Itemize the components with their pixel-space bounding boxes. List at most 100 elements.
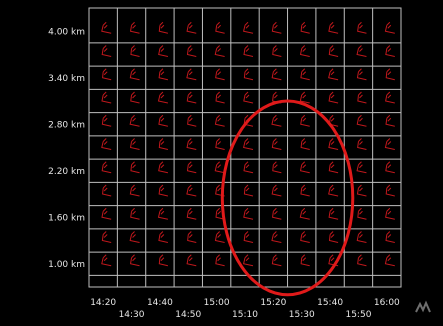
x-tick-label: 15:50: [345, 310, 371, 320]
corner-logo-icon: [415, 300, 431, 313]
wind-barb: [215, 68, 225, 81]
wind-barb: [271, 68, 282, 81]
highlight-circle: [220, 99, 355, 297]
y-axis: 4.00 km 3.40 km 2.80 km 2.20 km 1.60 km 1.00 …: [48, 27, 85, 270]
wind-barb: [101, 21, 112, 34]
wind-barb: [357, 21, 367, 34]
wind-barb: [101, 161, 112, 174]
x-tick-label: 15:10: [232, 310, 258, 320]
wind-barb: [242, 254, 254, 267]
wind-barb: [158, 161, 169, 174]
wind-barb: [272, 45, 282, 57]
wind-barb: [215, 254, 225, 267]
wind-barb: [243, 45, 254, 57]
wind-barb: [158, 45, 169, 57]
wind-barb: [328, 161, 339, 174]
wind-barb: [271, 231, 282, 243]
wind-barb: [300, 254, 310, 267]
wind-barb: [271, 138, 282, 150]
wind-barb: [299, 207, 310, 220]
wind-barb: [300, 68, 310, 81]
wind-barb: [186, 207, 197, 220]
wind-barb: [130, 161, 140, 174]
wind-barb: [101, 231, 112, 243]
wind-barb: [328, 138, 339, 150]
barb-layer: [101, 21, 395, 267]
wind-barb: [328, 21, 339, 34]
wind-barb: [357, 91, 367, 104]
wind-barb: [157, 91, 169, 104]
wind-barb: [186, 254, 197, 267]
wind-barb: [356, 114, 367, 127]
wind-barb: [272, 161, 282, 174]
wind-barb: [385, 91, 395, 104]
wind-barb: [186, 161, 197, 174]
wind-barb: [328, 68, 339, 81]
wind-barb: [101, 138, 112, 150]
wind-barb: [300, 138, 310, 150]
x-tick-label: 14:30: [119, 310, 145, 320]
wind-barb: [101, 207, 112, 220]
wind-barb: [186, 68, 197, 81]
wind-barb: [271, 21, 282, 34]
x-tick-label: 15:30: [289, 310, 315, 320]
wind-barb: [158, 138, 169, 150]
wind-barb: [215, 207, 225, 220]
wind-barb: [271, 254, 282, 267]
wind-barb: [101, 254, 112, 267]
wind-barb: [101, 45, 112, 57]
wind-barb: [158, 231, 169, 243]
wind-barb: [101, 91, 112, 104]
wind-barb: [130, 91, 140, 104]
x-tick-label: 15:20: [260, 298, 286, 308]
wind-barb: [243, 207, 254, 220]
wind-barb: [356, 45, 367, 57]
wind-barb: [243, 161, 254, 174]
x-tick-label: 15:00: [204, 298, 230, 308]
wind-barb: [385, 207, 395, 220]
wind-barb: [328, 231, 339, 243]
wind-barb: [328, 45, 339, 57]
y-tick-label: 4.00 km: [48, 27, 85, 37]
wind-barb: [214, 45, 225, 57]
wind-barb: [385, 68, 395, 81]
x-axis: 14:20 14:40 15:00 15:20 15:40 16:00 14:30 14:50…: [90, 298, 400, 320]
wind-barb: [328, 207, 339, 220]
wind-barb: [328, 184, 339, 197]
x-tick-label: 14:50: [175, 310, 201, 320]
wind-barb: [129, 114, 140, 127]
wind-barb: [385, 161, 395, 174]
wind-barb: [272, 207, 282, 220]
wind-barb: [129, 68, 140, 81]
wind-barb: [357, 138, 367, 150]
y-tick-label: 1.00 km: [48, 260, 85, 270]
wind-barb: [356, 68, 367, 81]
wind-barb: [385, 184, 395, 197]
wind-barb: [186, 184, 197, 197]
annotation-layer: [220, 99, 355, 297]
wind-barb: [158, 21, 169, 34]
wind-barb: [186, 91, 197, 104]
wind-barb: [186, 45, 197, 57]
y-tick-label: 1.60 km: [48, 213, 85, 223]
wind-barb: [242, 21, 254, 34]
wind-barb: [384, 254, 395, 267]
wind-barb: [299, 91, 310, 104]
wind-barb: [299, 161, 310, 174]
wind-barb: [328, 91, 339, 104]
wind-barb: [243, 68, 254, 81]
wind-barb: [214, 231, 225, 243]
x-tick-label: 14:20: [90, 298, 116, 308]
wind-barb: [186, 138, 197, 150]
wind-barb: [186, 21, 197, 34]
wind-barb: [214, 114, 225, 127]
y-tick-label: 2.80 km: [48, 120, 85, 130]
wind-barb: [129, 254, 140, 267]
wind-barb: [356, 161, 367, 174]
wind-barb: [357, 254, 367, 267]
wind-barb: [158, 254, 169, 267]
x-tick-label: 14:40: [147, 298, 173, 308]
y-tick-label: 3.40 km: [48, 74, 85, 84]
wind-barb: [187, 231, 197, 243]
